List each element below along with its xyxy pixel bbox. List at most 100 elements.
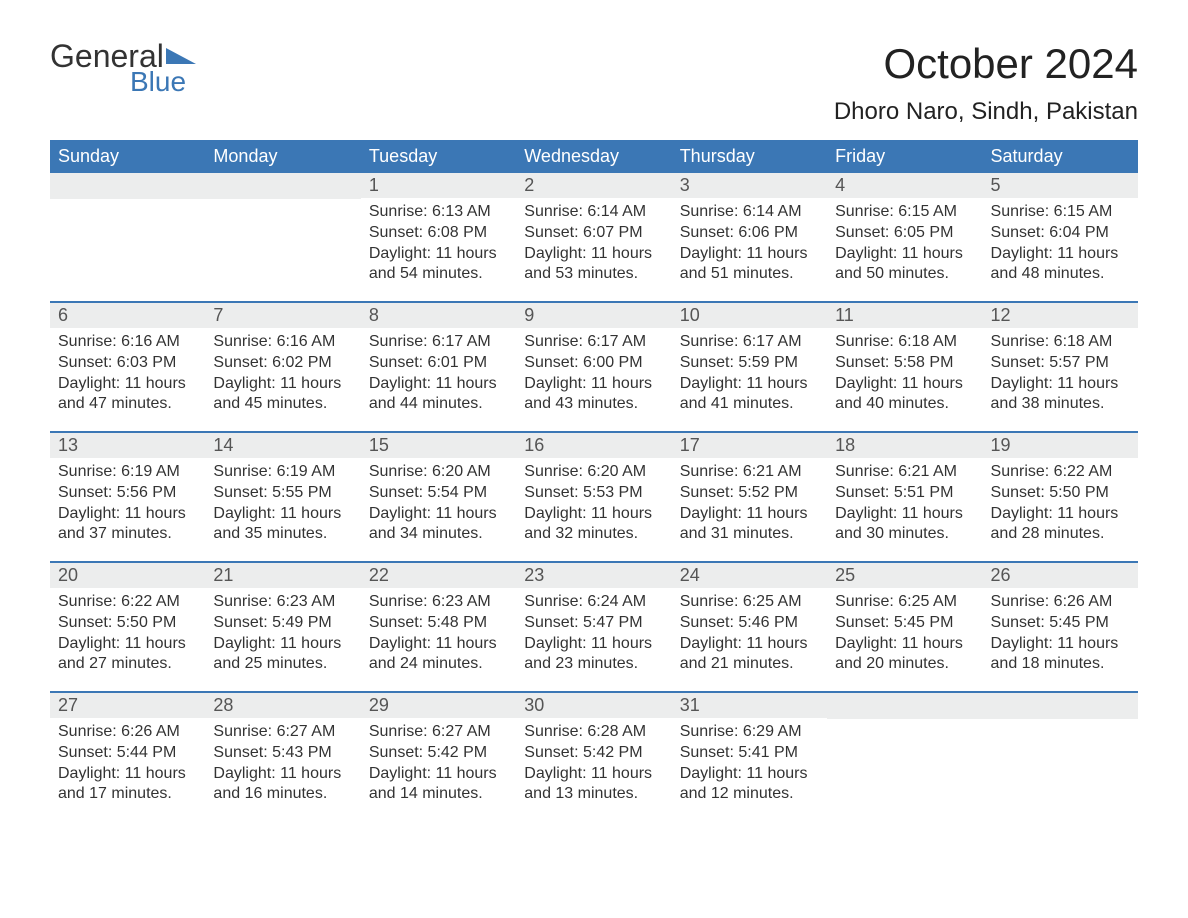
daylight-text: Daylight: 11 hours and 44 minutes.	[369, 374, 508, 416]
day-number: 20	[50, 563, 205, 588]
calendar-day: 6Sunrise: 6:16 AMSunset: 6:03 PMDaylight…	[50, 303, 205, 431]
sunrise-text: Sunrise: 6:20 AM	[369, 462, 508, 483]
sunset-text: Sunset: 6:01 PM	[369, 353, 508, 374]
calendar-day: 19Sunrise: 6:22 AMSunset: 5:50 PMDayligh…	[983, 433, 1138, 561]
day-details: Sunrise: 6:21 AMSunset: 5:52 PMDaylight:…	[672, 458, 827, 557]
calendar-day: 16Sunrise: 6:20 AMSunset: 5:53 PMDayligh…	[516, 433, 671, 561]
sunrise-text: Sunrise: 6:18 AM	[835, 332, 974, 353]
daylight-text: Daylight: 11 hours and 21 minutes.	[680, 634, 819, 676]
daylight-text: Daylight: 11 hours and 47 minutes.	[58, 374, 197, 416]
daylight-text: Daylight: 11 hours and 32 minutes.	[524, 504, 663, 546]
day-number: 28	[205, 693, 360, 718]
calendar: Sunday Monday Tuesday Wednesday Thursday…	[50, 140, 1138, 821]
day-details: Sunrise: 6:23 AMSunset: 5:49 PMDaylight:…	[205, 588, 360, 687]
day-number: 30	[516, 693, 671, 718]
sunrise-text: Sunrise: 6:16 AM	[58, 332, 197, 353]
calendar-day: 11Sunrise: 6:18 AMSunset: 5:58 PMDayligh…	[827, 303, 982, 431]
day-details: Sunrise: 6:16 AMSunset: 6:02 PMDaylight:…	[205, 328, 360, 427]
day-number: 5	[983, 173, 1138, 198]
weekday-label: Monday	[205, 140, 360, 173]
day-details: Sunrise: 6:25 AMSunset: 5:46 PMDaylight:…	[672, 588, 827, 687]
weekday-label: Sunday	[50, 140, 205, 173]
day-number: 6	[50, 303, 205, 328]
daylight-text: Daylight: 11 hours and 53 minutes.	[524, 244, 663, 286]
daylight-text: Daylight: 11 hours and 54 minutes.	[369, 244, 508, 286]
calendar-day: 30 Sunrise: 6:28 AMSunset: 5:42 PMDayligh…	[516, 693, 671, 821]
sunrise-text: Sunrise: 6:28 AM	[524, 722, 663, 743]
daylight-text: Daylight: 11 hours and 13 minutes.	[524, 764, 663, 806]
day-number: 13	[50, 433, 205, 458]
day-number: 8	[361, 303, 516, 328]
sunset-text: Sunset: 5:53 PM	[524, 483, 663, 504]
page-title: October 2024	[834, 40, 1138, 88]
day-details: Sunrise: 6:26 AMSunset: 5:44 PMDaylight:…	[50, 718, 205, 817]
daylight-text: Daylight: 11 hours and 48 minutes.	[991, 244, 1130, 286]
calendar-day: 14Sunrise: 6:19 AMSunset: 5:55 PMDayligh…	[205, 433, 360, 561]
sunrise-text: Sunrise: 6:18 AM	[991, 332, 1130, 353]
day-number: 11	[827, 303, 982, 328]
sunrise-text: Sunrise: 6:22 AM	[58, 592, 197, 613]
title-block: October 2024 Dhoro Naro, Sindh, Pakistan	[834, 40, 1138, 126]
day-number: 4	[827, 173, 982, 198]
sunset-text: Sunset: 5:58 PM	[835, 353, 974, 374]
day-number: 25	[827, 563, 982, 588]
day-number: 26	[983, 563, 1138, 588]
day-details: Sunrise: 6:14 AMSunset: 6:06 PMDaylight:…	[672, 198, 827, 297]
day-details: Sunrise: 6:19 AMSunset: 5:56 PMDaylight:…	[50, 458, 205, 557]
sunset-text: Sunset: 6:08 PM	[369, 223, 508, 244]
day-details: Sunrise: 6:17 AMSunset: 6:00 PMDaylight:…	[516, 328, 671, 427]
sunset-text: Sunset: 5:57 PM	[991, 353, 1130, 374]
day-details: Sunrise: 6:20 AMSunset: 5:53 PMDaylight:…	[516, 458, 671, 557]
sunrise-text: Sunrise: 6:29 AM	[680, 722, 819, 743]
sunset-text: Sunset: 5:41 PM	[680, 743, 819, 764]
day-details: Sunrise: 6:22 AMSunset: 5:50 PMDaylight:…	[50, 588, 205, 687]
sunset-text: Sunset: 6:00 PM	[524, 353, 663, 374]
sunrise-text: Sunrise: 6:23 AM	[369, 592, 508, 613]
daylight-text: Daylight: 11 hours and 41 minutes.	[680, 374, 819, 416]
daylight-text: Daylight: 11 hours and 24 minutes.	[369, 634, 508, 676]
calendar-week: 13Sunrise: 6:19 AMSunset: 5:56 PMDayligh…	[50, 431, 1138, 561]
sunrise-text: Sunrise: 6:23 AM	[213, 592, 352, 613]
sunrise-text: Sunrise: 6:17 AM	[680, 332, 819, 353]
calendar-day: 18Sunrise: 6:21 AMSunset: 5:51 PMDayligh…	[827, 433, 982, 561]
calendar-day: 28Sunrise: 6:27 AMSunset: 5:43 PMDayligh…	[205, 693, 360, 821]
calendar-day: 31Sunrise: 6:29 AMSunset: 5:41 PMDayligh…	[672, 693, 827, 821]
sunset-text: Sunset: 5:54 PM	[369, 483, 508, 504]
day-details: Sunrise: 6:18 AMSunset: 5:58 PMDaylight:…	[827, 328, 982, 427]
sunset-text: Sunset: 5:59 PM	[680, 353, 819, 374]
daylight-text: Daylight: 11 hours and 12 minutes.	[680, 764, 819, 806]
calendar-day: 29Sunrise: 6:27 AMSunset: 5:42 PMDayligh…	[361, 693, 516, 821]
daylight-text: Daylight: 11 hours and 27 minutes.	[58, 634, 197, 676]
sunrise-text: Sunrise: 6:26 AM	[58, 722, 197, 743]
sunset-text: Sunset: 6:07 PM	[524, 223, 663, 244]
sunrise-text: Sunrise: 6:25 AM	[680, 592, 819, 613]
daylight-text: Daylight: 11 hours and 20 minutes.	[835, 634, 974, 676]
day-details: Sunrise: 6:25 AMSunset: 5:45 PMDaylight:…	[827, 588, 982, 687]
sunrise-text: Sunrise: 6:16 AM	[213, 332, 352, 353]
calendar-day	[205, 173, 360, 301]
calendar-day: 2Sunrise: 6:14 AMSunset: 6:07 PMDaylight…	[516, 173, 671, 301]
day-number: 18	[827, 433, 982, 458]
day-number: 1	[361, 173, 516, 198]
calendar-day: 17Sunrise: 6:21 AMSunset: 5:52 PMDayligh…	[672, 433, 827, 561]
sunset-text: Sunset: 5:42 PM	[524, 743, 663, 764]
day-number: 22	[361, 563, 516, 588]
daylight-text: Daylight: 11 hours and 37 minutes.	[58, 504, 197, 546]
calendar-day: 5Sunrise: 6:15 AMSunset: 6:04 PMDaylight…	[983, 173, 1138, 301]
sunrise-text: Sunrise: 6:27 AM	[369, 722, 508, 743]
sunrise-text: Sunrise: 6:17 AM	[369, 332, 508, 353]
daylight-text: Daylight: 11 hours and 17 minutes.	[58, 764, 197, 806]
daylight-text: Daylight: 11 hours and 28 minutes.	[991, 504, 1130, 546]
calendar-day: 3Sunrise: 6:14 AMSunset: 6:06 PMDaylight…	[672, 173, 827, 301]
calendar-day: 12Sunrise: 6:18 AMSunset: 5:57 PMDayligh…	[983, 303, 1138, 431]
day-details: Sunrise: 6:14 AMSunset: 6:07 PMDaylight:…	[516, 198, 671, 297]
calendar-day: 4Sunrise: 6:15 AMSunset: 6:05 PMDaylight…	[827, 173, 982, 301]
calendar-week: 20Sunrise: 6:22 AMSunset: 5:50 PMDayligh…	[50, 561, 1138, 691]
sunrise-text: Sunrise: 6:14 AM	[680, 202, 819, 223]
daylight-text: Daylight: 11 hours and 43 minutes.	[524, 374, 663, 416]
calendar-body: 1Sunrise: 6:13 AMSunset: 6:08 PMDaylight…	[50, 173, 1138, 821]
calendar-day: 23Sunrise: 6:24 AMSunset: 5:47 PMDayligh…	[516, 563, 671, 691]
daylight-text: Daylight: 11 hours and 34 minutes.	[369, 504, 508, 546]
calendar-week: 1Sunrise: 6:13 AMSunset: 6:08 PMDaylight…	[50, 173, 1138, 301]
calendar-day: 22Sunrise: 6:23 AMSunset: 5:48 PMDayligh…	[361, 563, 516, 691]
